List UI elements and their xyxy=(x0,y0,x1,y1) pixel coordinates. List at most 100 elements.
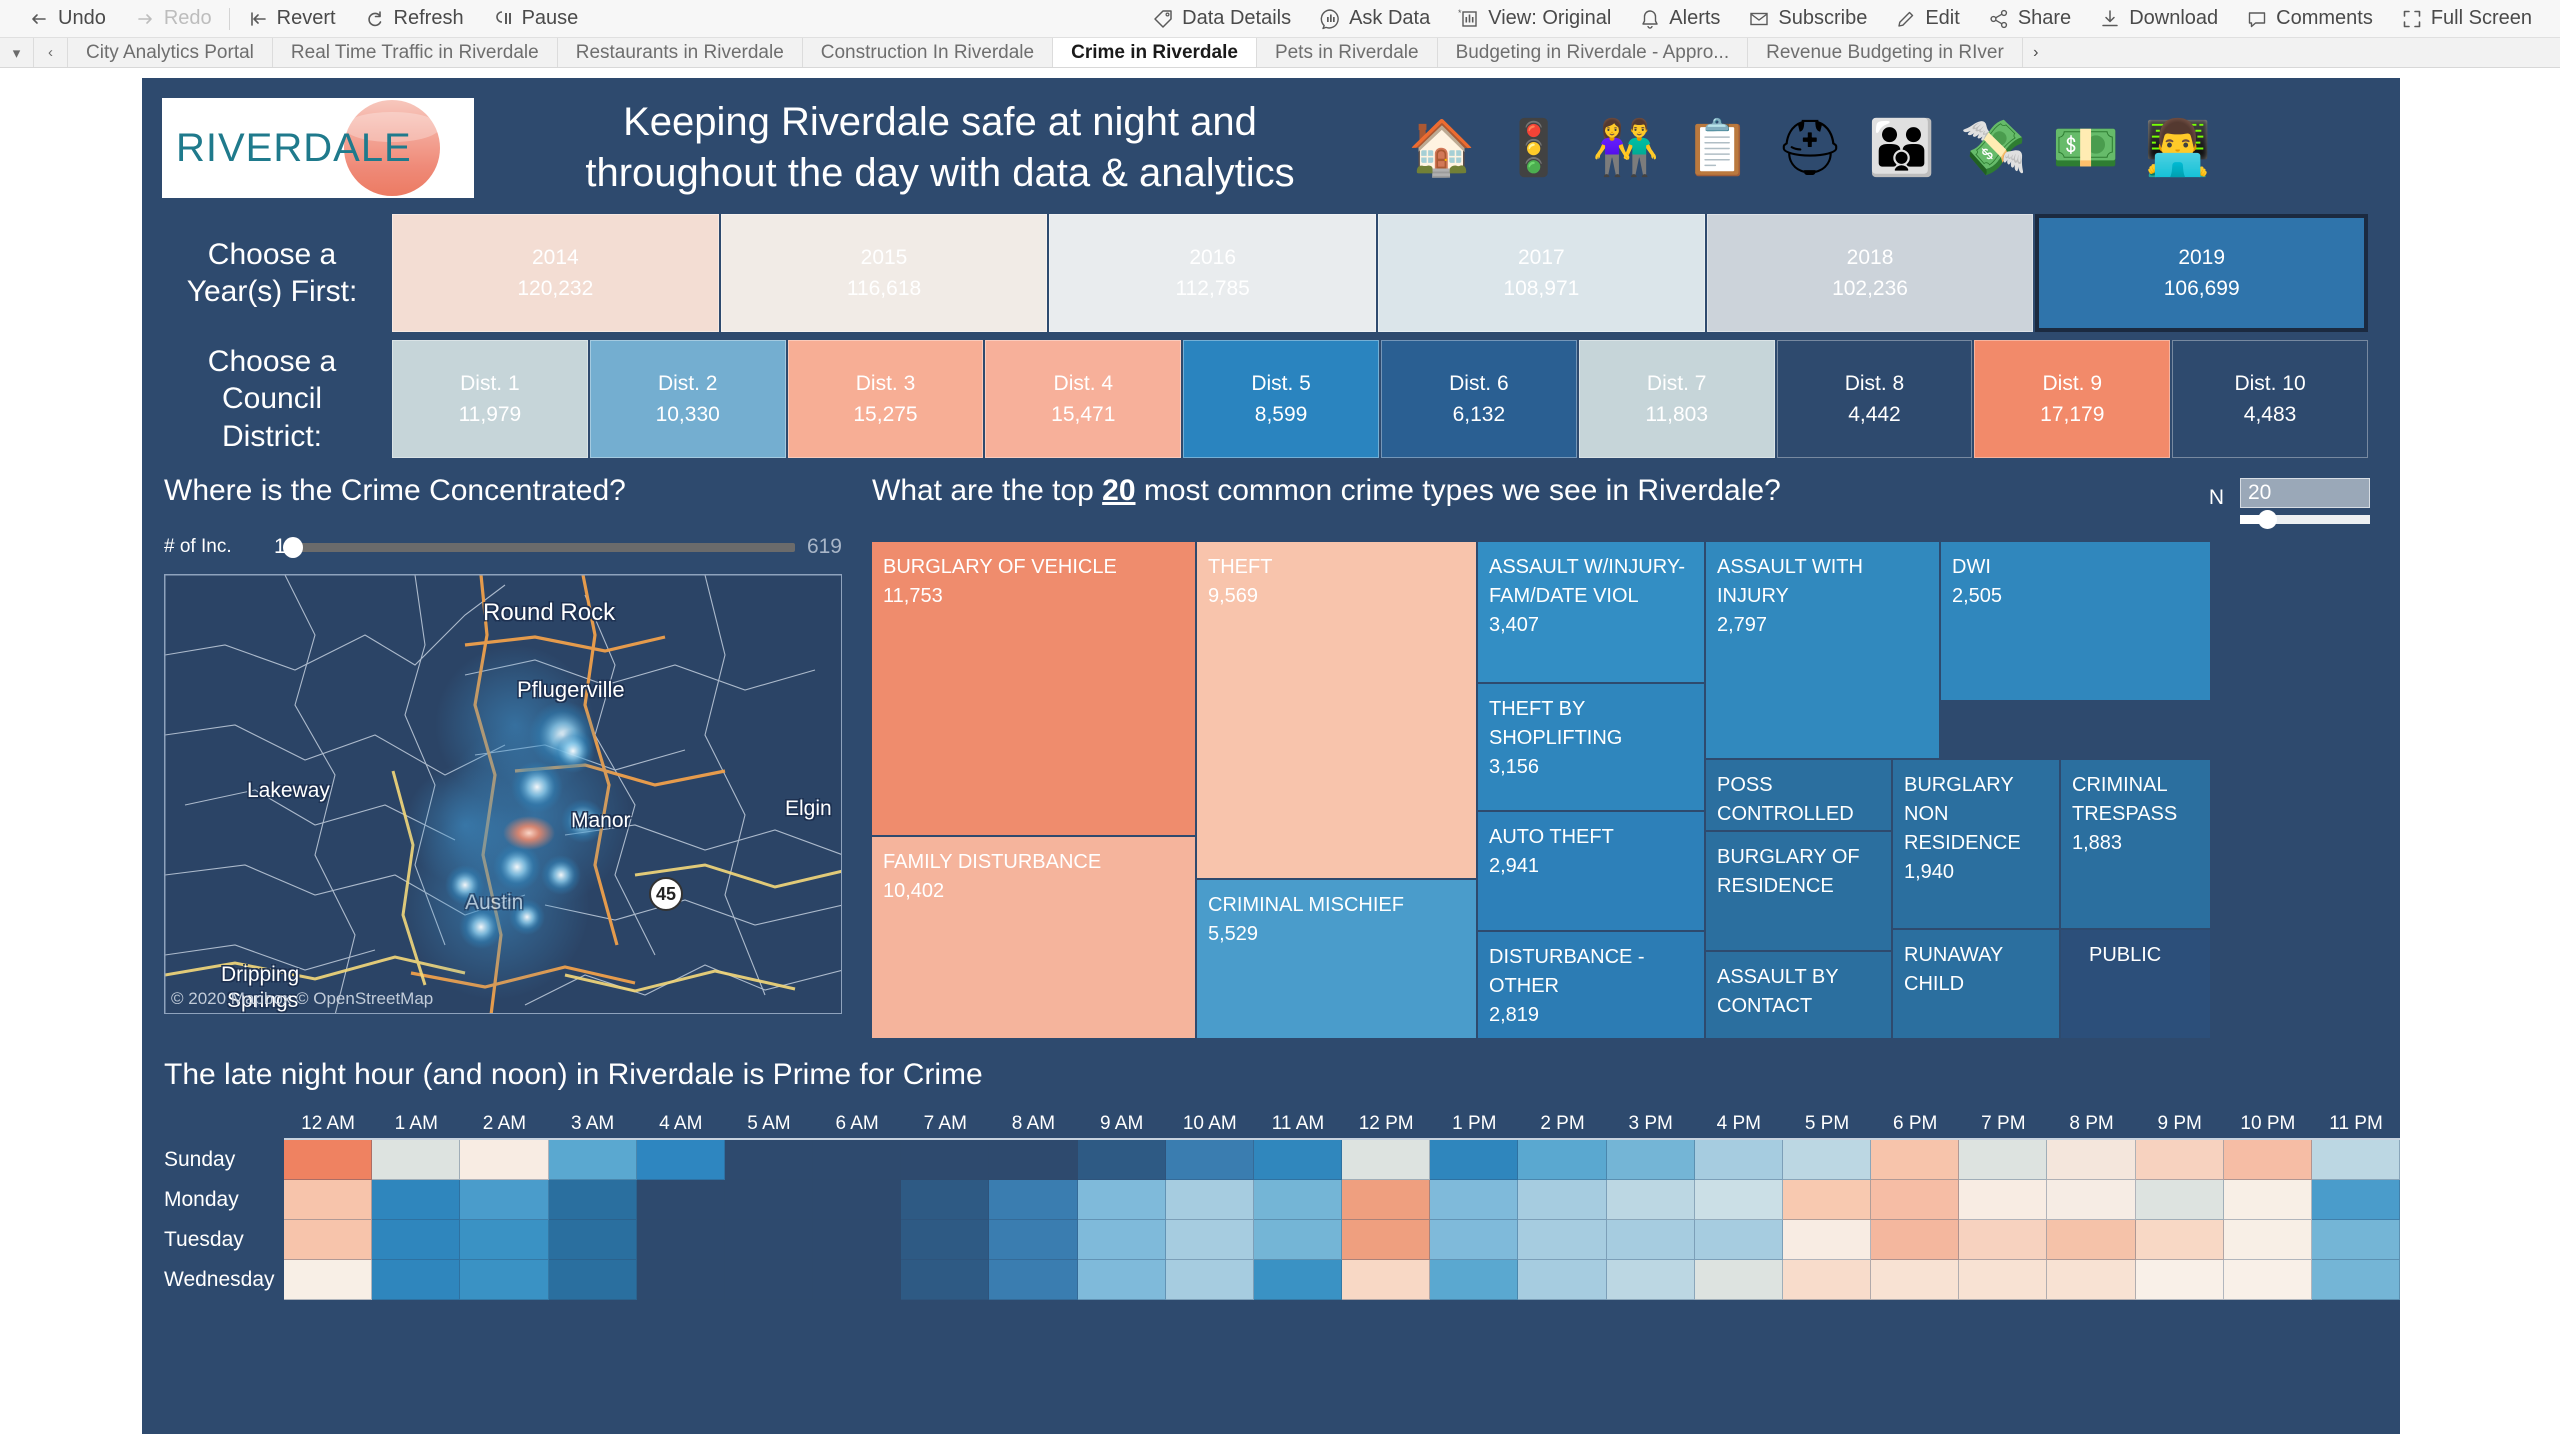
heatmap-cell[interactable] xyxy=(1342,1260,1431,1300)
people-group-icon[interactable]: 👫 xyxy=(1592,117,1660,178)
heatmap-cell[interactable] xyxy=(2135,1260,2224,1300)
heatmap-cell[interactable] xyxy=(989,1220,1078,1260)
heatmap-cell[interactable] xyxy=(813,1180,902,1220)
district-tile-8[interactable]: Dist. 8 4,442 xyxy=(1776,340,1973,458)
treemap-cell-criminal-trespass[interactable]: CRIMINAL TRESPASS 1,883 xyxy=(2061,760,2212,930)
heatmap-cell[interactable] xyxy=(1606,1140,1695,1180)
treemap-cell-assault-winjury-famdate-viol[interactable]: ASSAULT W/INJURY-FAM/DATE VIOL 3,407 xyxy=(1478,542,1706,684)
heatmap-cell[interactable] xyxy=(1342,1180,1431,1220)
treemap-cell-burglary-of-residence[interactable]: BURGLARY OF RESIDENCE xyxy=(1706,832,1893,952)
treemap-cell-auto-theft[interactable]: AUTO THEFT 2,941 xyxy=(1478,812,1706,932)
district-tile-6[interactable]: Dist. 6 6,132 xyxy=(1380,340,1577,458)
district-tile-5[interactable]: Dist. 5 8,599 xyxy=(1183,340,1379,458)
heatmap-cell[interactable] xyxy=(1959,1140,2048,1180)
heatmap-cell[interactable] xyxy=(2311,1260,2400,1300)
heatmap-cell[interactable] xyxy=(1959,1260,2048,1300)
tab-prev-button[interactable]: ‹ xyxy=(34,38,68,67)
heatmap-cell[interactable] xyxy=(1782,1260,1872,1300)
tab-real-time-traffic[interactable]: Real Time Traffic in Riverdale xyxy=(272,38,558,67)
heatmap-cell[interactable] xyxy=(1606,1260,1695,1300)
tab-next-button[interactable]: › xyxy=(2023,38,2049,67)
heatmap-cell[interactable] xyxy=(1871,1140,1960,1180)
heatmap-cell[interactable] xyxy=(636,1140,725,1180)
year-tile-2016[interactable]: 2016 112,785 xyxy=(1049,214,1377,332)
heatmap-cell[interactable] xyxy=(548,1180,637,1220)
heatmap-cell[interactable] xyxy=(636,1220,725,1260)
heatmap-cell[interactable] xyxy=(636,1180,725,1220)
data-details-button[interactable]: Data Details xyxy=(1138,0,1305,38)
download-button[interactable]: Download xyxy=(2085,0,2232,38)
redo-button[interactable]: Redo xyxy=(120,0,226,38)
heatmap-cell[interactable] xyxy=(989,1180,1078,1220)
tab-budgeting-appro[interactable]: Budgeting in Riverdale - Appro... xyxy=(1437,38,1749,67)
heatmap-cell[interactable] xyxy=(1518,1220,1607,1260)
clipboard-icon[interactable]: 📋 xyxy=(1684,117,1752,178)
heatmap-cell[interactable] xyxy=(2311,1140,2400,1180)
heatmap-cell[interactable] xyxy=(284,1180,373,1220)
heatmap-cell[interactable] xyxy=(460,1180,549,1220)
heatmap-cell[interactable] xyxy=(2311,1180,2400,1220)
top-n-input[interactable]: 20 xyxy=(2240,478,2370,508)
heatmap-cell[interactable] xyxy=(1782,1180,1872,1220)
heatmap-cell[interactable] xyxy=(2047,1140,2136,1180)
heatmap-cell[interactable] xyxy=(372,1220,461,1260)
year-tile-2018[interactable]: 2018 102,236 xyxy=(1706,214,2034,332)
heatmap-cell[interactable] xyxy=(1606,1220,1695,1260)
district-tile-2[interactable]: Dist. 2 10,330 xyxy=(589,340,786,458)
heatmap-cell[interactable] xyxy=(1253,1180,1343,1220)
heatmap-cell[interactable] xyxy=(813,1220,902,1260)
heatmap-cell[interactable] xyxy=(901,1180,990,1220)
heatmap-cell[interactable] xyxy=(1518,1260,1607,1300)
heatmap-cell[interactable] xyxy=(1606,1180,1695,1220)
heatmap-cell[interactable] xyxy=(1430,1180,1519,1220)
heatmap-cell[interactable] xyxy=(1165,1180,1254,1220)
heatmap-cell[interactable] xyxy=(2047,1220,2136,1260)
treemap-cell-family-disturbance[interactable]: FAMILY DISTURBANCE 10,402 xyxy=(872,837,1197,1040)
heatmap-cell[interactable] xyxy=(989,1260,1078,1300)
fullscreen-button[interactable]: Full Screen xyxy=(2387,0,2546,38)
heatmap-cell[interactable] xyxy=(460,1140,549,1180)
heatmap-cell[interactable] xyxy=(1165,1140,1254,1180)
treemap-cell-assault-with-injury[interactable]: ASSAULT WITH INJURY 2,797 xyxy=(1706,542,1941,760)
view-original-button[interactable]: * View: Original xyxy=(1444,0,1625,38)
refresh-button[interactable]: Refresh xyxy=(350,0,478,38)
heatmap-cell[interactable] xyxy=(2223,1220,2312,1260)
heatmap-cell[interactable] xyxy=(1077,1180,1166,1220)
heatmap-cell[interactable] xyxy=(1694,1140,1783,1180)
heatmap-cell[interactable] xyxy=(724,1140,814,1180)
house-icon[interactable]: 🏠 xyxy=(1408,117,1476,178)
treemap-cell-public[interactable]: PUBLIC xyxy=(2061,930,2212,1040)
heatmap-cell[interactable] xyxy=(1077,1260,1166,1300)
heatmap-cell[interactable] xyxy=(372,1260,461,1300)
heatmap-cell[interactable] xyxy=(2047,1260,2136,1300)
heatmap-cell[interactable] xyxy=(2223,1180,2312,1220)
crime-density-map[interactable]: Round Rock Pflugerville Lakeway Manor El… xyxy=(164,574,842,1014)
heatmap-cell[interactable] xyxy=(2223,1140,2312,1180)
treemap-cell-burglary-non-residence[interactable]: BURGLARY NON RESIDENCE 1,940 xyxy=(1893,760,2061,930)
heatmap-cell[interactable] xyxy=(724,1220,814,1260)
heatmap-cell[interactable] xyxy=(284,1140,373,1180)
treemap-cell-criminal-mischief[interactable]: CRIMINAL MISCHIEF 5,529 xyxy=(1197,880,1478,1040)
heatmap-cell[interactable] xyxy=(1253,1260,1343,1300)
heatmap-cell[interactable] xyxy=(1342,1220,1431,1260)
heatmap-cell[interactable] xyxy=(2135,1180,2224,1220)
heatmap-cell[interactable] xyxy=(1430,1260,1519,1300)
heatmap-cell[interactable] xyxy=(2135,1140,2224,1180)
heatmap-cell[interactable] xyxy=(989,1140,1078,1180)
treemap-cell-theft[interactable]: THEFT 9,569 xyxy=(1197,542,1478,880)
heatmap-cell[interactable] xyxy=(1165,1220,1254,1260)
heatmap-cell[interactable] xyxy=(1871,1220,1960,1260)
ask-data-button[interactable]: Ask Data xyxy=(1305,0,1444,38)
treemap-cell-theft-by-shoplifting[interactable]: THEFT BY SHOPLIFTING 3,156 xyxy=(1478,684,1706,812)
cash-stack-icon[interactable]: 💵 xyxy=(2052,117,2120,178)
undo-button[interactable]: Undo xyxy=(14,0,120,38)
heatmap-cell[interactable] xyxy=(1694,1220,1783,1260)
heatmap-cell[interactable] xyxy=(460,1260,549,1300)
district-tile-3[interactable]: Dist. 3 15,275 xyxy=(787,340,984,458)
year-tile-2014[interactable]: 2014 120,232 xyxy=(392,214,719,332)
heatmap-cell[interactable] xyxy=(1782,1140,1872,1180)
heatmap-cell[interactable] xyxy=(548,1140,637,1180)
year-tile-2019[interactable]: 2019 106,699 xyxy=(2035,214,2369,332)
heatmap-cell[interactable] xyxy=(548,1260,637,1300)
heatmap-cell[interactable] xyxy=(372,1180,461,1220)
